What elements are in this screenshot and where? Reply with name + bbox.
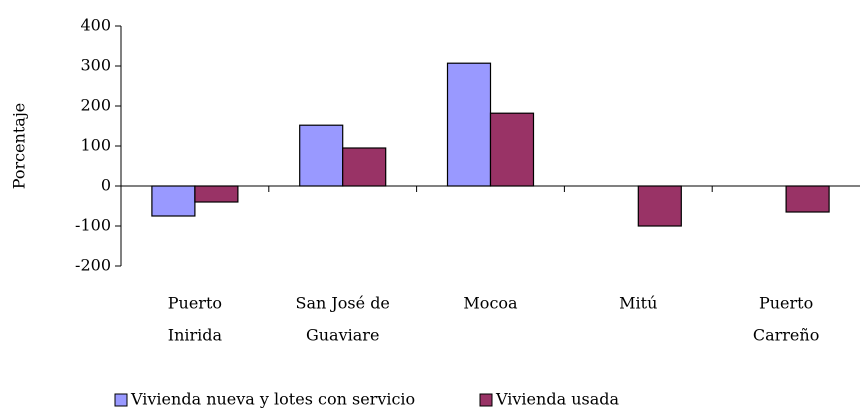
y-tick-label: 300 [80, 56, 111, 75]
x-tick-label: Carreño [753, 326, 819, 345]
x-tick-label: Inirida [168, 326, 223, 345]
legend-label: Vivienda nueva y lotes con servicio [130, 390, 415, 409]
x-tick-label: Mitú [619, 294, 657, 313]
legend-swatch [114, 393, 128, 407]
x-tick-label: San José de [295, 294, 389, 313]
legend-swatch [479, 393, 493, 407]
bar [342, 147, 387, 187]
bar [785, 185, 830, 213]
y-axis-label: Porcentaje [10, 103, 29, 190]
y-tick-label: 200 [80, 96, 111, 115]
bar [446, 62, 492, 187]
y-tick-label: 0 [101, 176, 111, 195]
y-tick-label: -200 [75, 256, 111, 275]
bar [194, 185, 239, 203]
x-tick-label: Guaviare [306, 326, 379, 345]
bar [489, 112, 535, 187]
x-tick-label: Puerto [168, 294, 222, 313]
bar [637, 185, 682, 227]
y-tick-label: -100 [75, 216, 111, 235]
x-tick-label: Puerto [759, 294, 813, 313]
bar [299, 124, 344, 187]
y-tick-label: 100 [80, 136, 111, 155]
x-tick-label: Mocoa [463, 294, 518, 313]
y-tick-label: 400 [80, 16, 111, 35]
bar [151, 185, 196, 217]
legend-label: Vivienda usada [495, 390, 619, 409]
